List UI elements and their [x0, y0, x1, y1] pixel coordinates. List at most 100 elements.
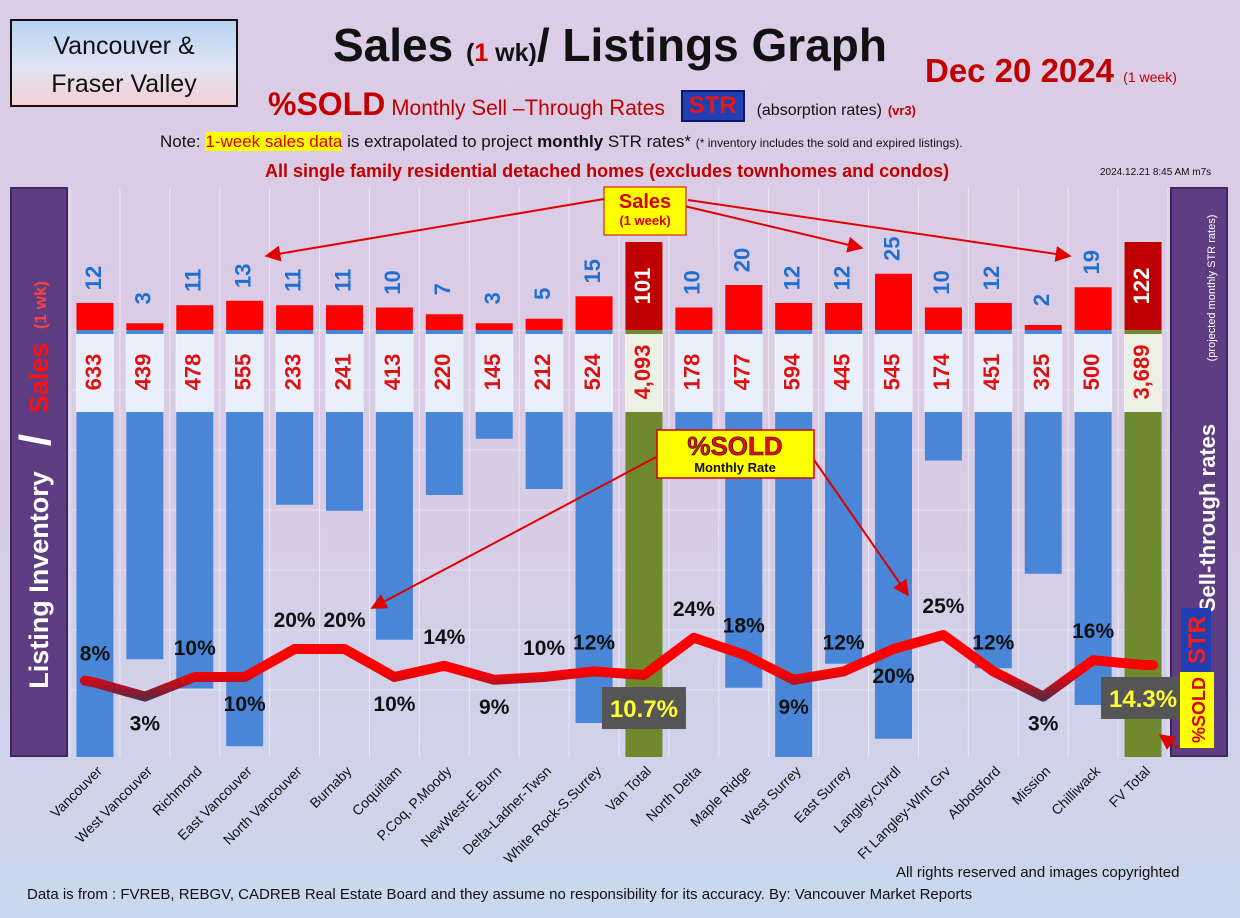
inventory-label: 174: [929, 353, 954, 390]
total-pct-bg: [601, 687, 686, 730]
right-axis-title: Sell-through rates (projected monthly ST…: [1195, 215, 1220, 612]
category-label: Ft Langley-Wlnt Grv: [854, 763, 953, 862]
subtitle-through: hrough: [538, 97, 610, 120]
inventory-label: 233: [280, 354, 305, 391]
sales-bar: [425, 314, 463, 330]
pct-arrow-right: [811, 456, 909, 597]
title-wk: wk): [488, 39, 537, 67]
right-axis-str-bg: [1181, 608, 1211, 672]
right-axis-str-text: STR: [1184, 616, 1211, 664]
sales-bar: [875, 273, 912, 330]
left-axis-title: Listing Inventory / Sales (1 wk): [11, 281, 60, 689]
pct-label: 12%: [573, 631, 615, 654]
title-sales: Sales: [332, 19, 454, 71]
sales-bar: [924, 307, 962, 330]
subtitle-sell: ell –: [486, 97, 525, 120]
pct-label: 18%: [723, 615, 765, 638]
right-axis-pct-sold: %SOLD: [1180, 672, 1214, 748]
inventory-label: 413: [380, 354, 405, 391]
inventory-label-bg: [824, 334, 863, 412]
left-axis-panel: [10, 187, 68, 757]
total-pct-label: 14.3%: [1109, 686, 1177, 713]
sales-bar: [76, 303, 114, 330]
inventory-label-bg: [1124, 334, 1163, 412]
str-badge: STR: [680, 90, 745, 122]
subtitle-s: S: [471, 95, 487, 120]
pct-label: 9%: [479, 696, 510, 719]
category-label: White Rock-S.Surrey: [500, 763, 604, 867]
total-pct-bg: [1101, 676, 1186, 719]
sales-label: 10: [929, 270, 954, 294]
inventory-label-bg: [125, 334, 164, 412]
subtitle-r: R: [609, 95, 626, 120]
pct-label: 10%: [523, 637, 565, 660]
pct-label: 20%: [872, 665, 914, 688]
inventory-label-bg: [425, 334, 464, 412]
sales-callout-box: [603, 186, 687, 236]
inventory-label: 545: [879, 354, 904, 391]
sales-bar: [176, 305, 214, 330]
category-label: Abbotsford: [944, 763, 1003, 822]
pct-arrow-left: [370, 454, 661, 609]
inventory-label: 4,093: [630, 344, 655, 399]
sales-bar: [326, 305, 363, 330]
sales-bar: [1024, 325, 1062, 330]
left-axis-slash: /: [11, 434, 60, 446]
title-paren-open: (: [465, 39, 475, 67]
inventory-label: 3,689: [1129, 344, 1154, 399]
sales-callout-sub: (1 week): [619, 213, 670, 228]
sales-label: 10: [380, 270, 405, 294]
sales-label: 101: [630, 268, 655, 305]
inventory-label-bg: [75, 334, 114, 412]
title-one: 1: [474, 39, 489, 67]
pct-label: 3%: [1028, 713, 1059, 736]
pct-labels: 8% 3% 10% 10% 20% 20% 10% 14% 9% 10% 12% 10.7% 24% 18…: [80, 595, 1186, 736]
category-label: Delta-Ladner-Twsn: [459, 763, 554, 858]
inventory-label-bg: [674, 334, 713, 412]
title-listings: / Listings Graph: [536, 19, 887, 71]
sales-bar: [725, 285, 763, 330]
sales-label: 11: [280, 269, 305, 292]
str-line: [79, 630, 1159, 702]
sales-arrow-right: [687, 199, 1072, 262]
note-bold: monthly: [537, 132, 604, 151]
sales-bar: [1074, 287, 1112, 330]
inventory-label: 500: [1079, 354, 1104, 391]
subtitle: %SOLD Monthly Sell –Through Rates STR (a…: [268, 86, 916, 123]
note-highlight: 1-week sales data: [205, 132, 343, 151]
pct-callout-box: [656, 429, 815, 479]
sales-label: 15: [580, 259, 605, 283]
pct-label: 3%: [130, 713, 161, 736]
pct-label: 14%: [423, 626, 465, 649]
sales-bar: [276, 305, 314, 330]
sales-bar: [675, 307, 713, 330]
inventory-label: 555: [230, 354, 255, 391]
pct-label: 16%: [1072, 620, 1114, 643]
inventory-label: 241: [330, 354, 355, 391]
sales-bars: [76, 242, 1162, 330]
footer-rights: All rights reserved and images copyright…: [896, 864, 1180, 881]
sales-bar: [226, 300, 264, 330]
subtitle-m: M: [391, 95, 410, 120]
sales-label: 3: [131, 292, 156, 304]
inventory-labels: 633 439 478 555 233 241 413 220 145 212 524 4,093 17…: [75, 334, 1163, 412]
category-label: Van Total: [602, 763, 654, 815]
sales-arrow-left: [264, 197, 611, 262]
inventory-label: 220: [430, 354, 455, 391]
left-axis-inventory: Listing Inventory: [24, 471, 54, 689]
sales-bar: [126, 323, 164, 330]
sales-label: 7: [430, 283, 455, 295]
note-line: Note: 1-week sales data is extrapolated …: [160, 132, 963, 152]
sales-bar: [825, 303, 863, 330]
sales-bar: [775, 303, 813, 330]
inventory-label-bg: [275, 334, 314, 412]
pct-callout-title: %SOLD: [687, 431, 782, 461]
category-label: FV Total: [1106, 763, 1153, 810]
pct-label: 20%: [323, 609, 365, 632]
note-small: (* inventory includes the sold and expir…: [695, 136, 963, 150]
pct-label: 10%: [224, 693, 266, 716]
sales-label: 19: [1079, 250, 1104, 274]
pct-label: 24%: [673, 598, 715, 621]
sales-label: 5: [530, 288, 555, 300]
